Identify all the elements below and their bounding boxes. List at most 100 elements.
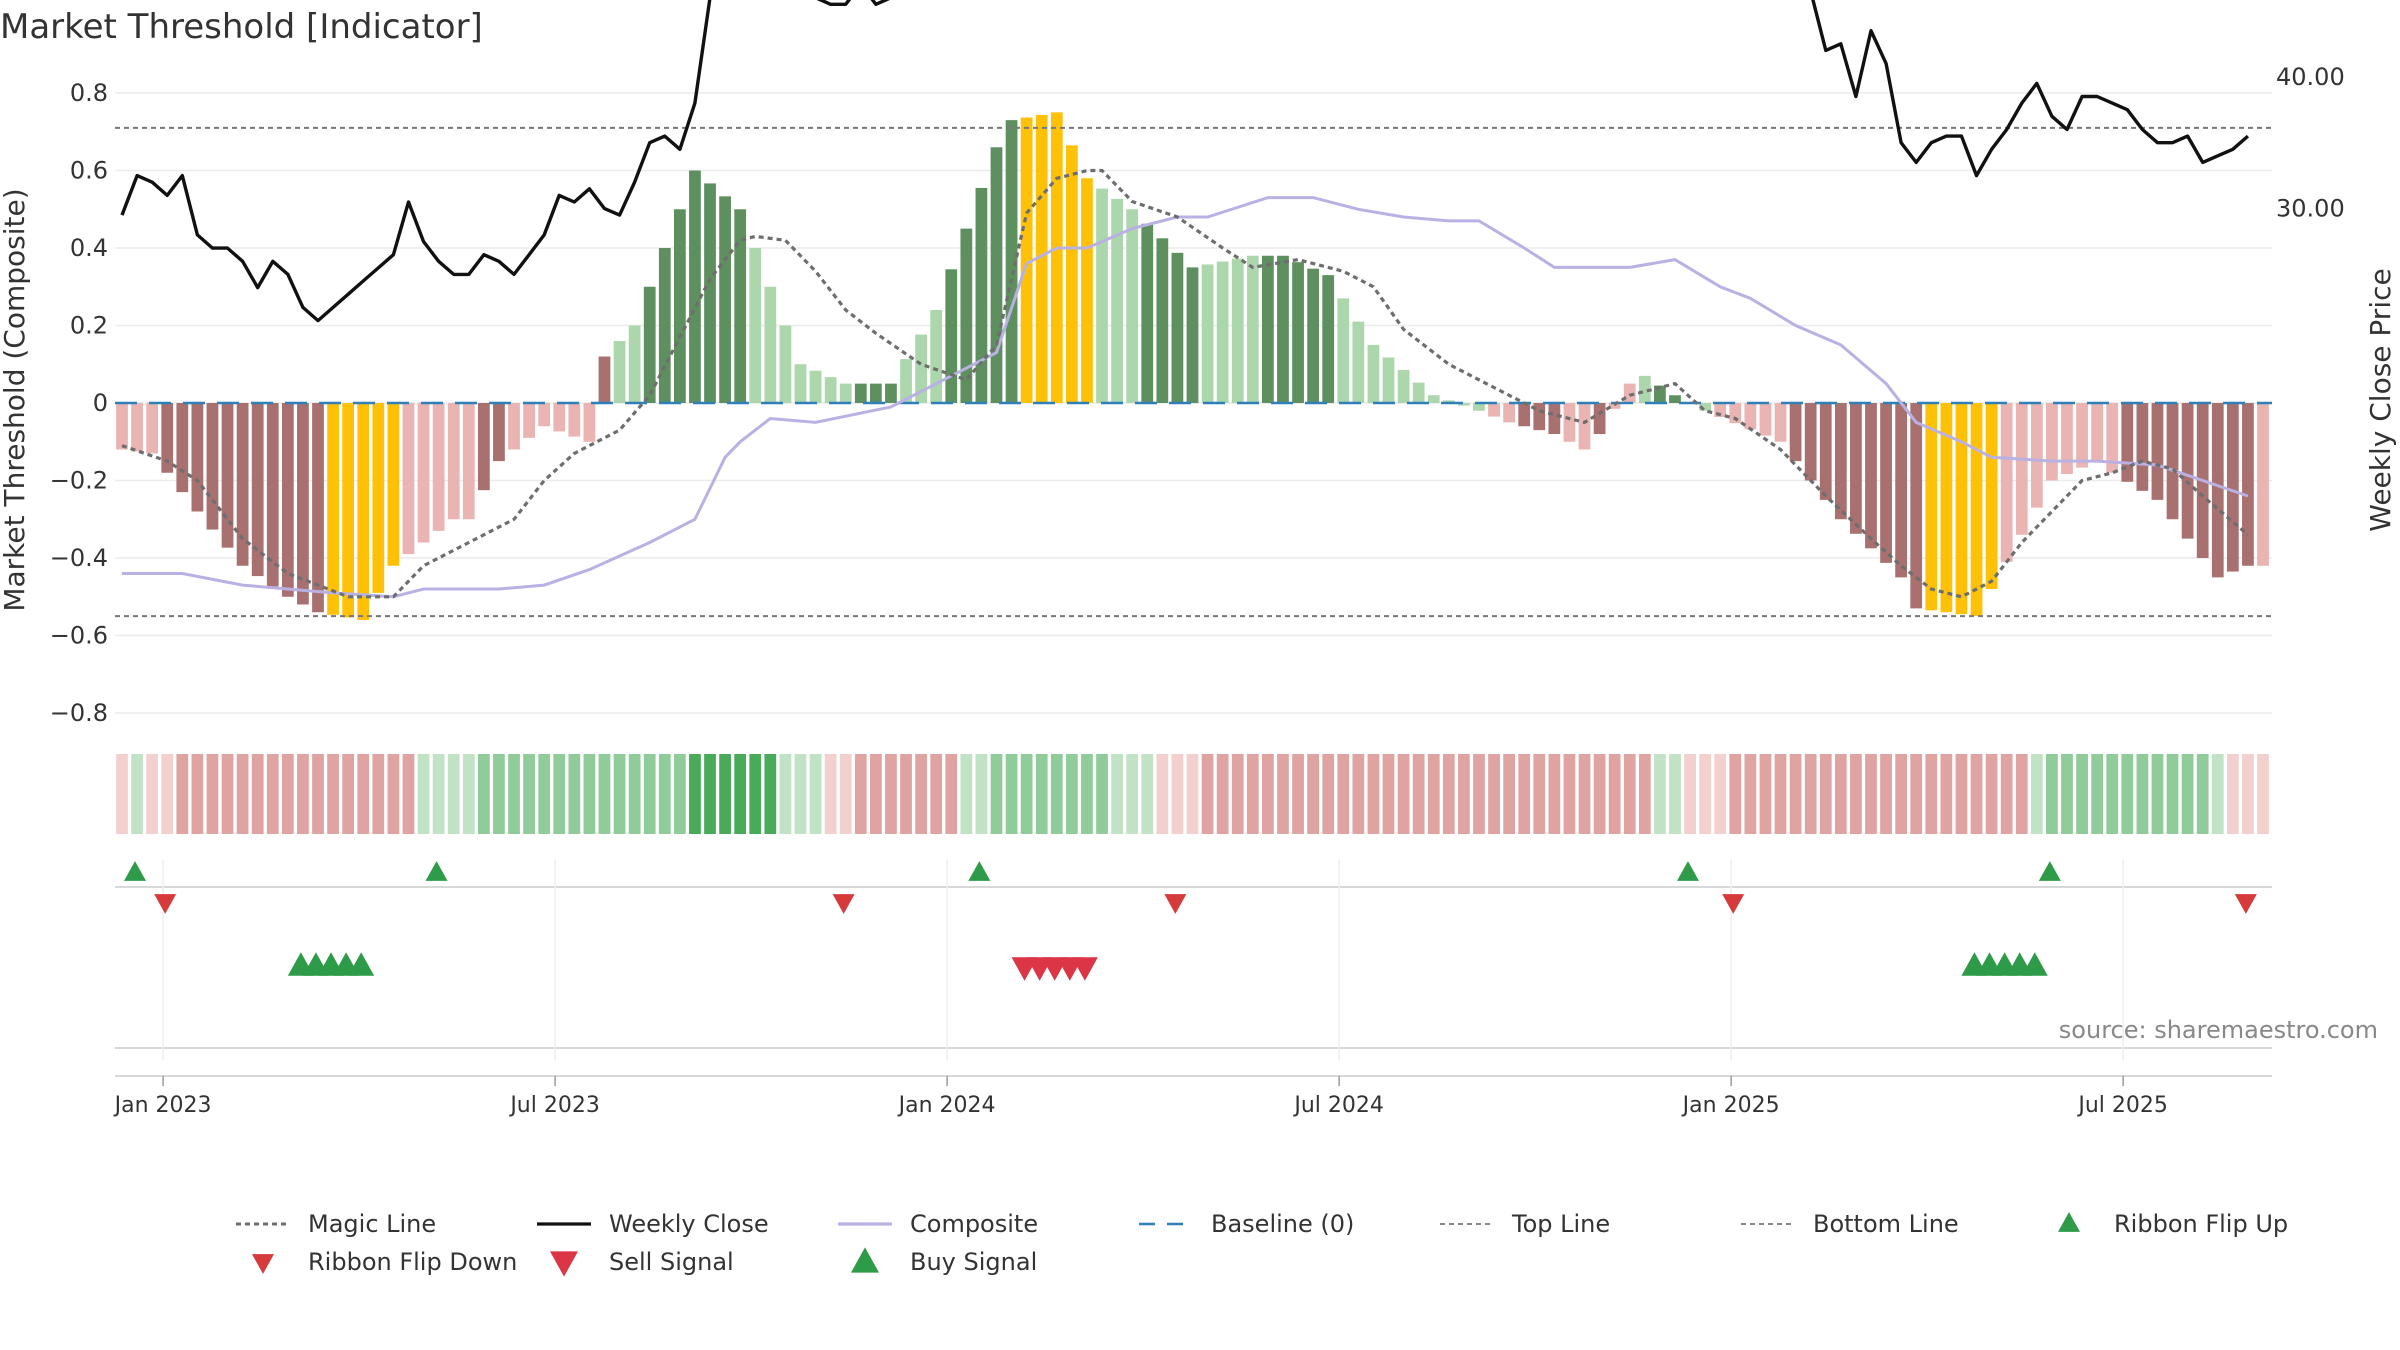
composite-bar: [553, 403, 566, 432]
composite-bar: [643, 286, 656, 403]
ribbon-cell: [251, 754, 264, 834]
ribbon-cell: [432, 754, 445, 834]
ribbon-cell: [2196, 754, 2209, 834]
right-tick-label: 40.00: [2276, 63, 2345, 91]
ribbon-cell: [236, 754, 249, 834]
legend-entry: Buy Signal: [851, 1247, 1037, 1276]
composite-bar: [2091, 403, 2104, 462]
composite-bar: [2166, 403, 2179, 520]
ribbon-cell: [1563, 754, 1576, 834]
composite-bar: [1020, 117, 1033, 404]
composite-bar: [432, 403, 445, 531]
ribbon-cell: [1518, 754, 1531, 834]
composite-bar: [839, 383, 852, 403]
composite-bar: [1141, 223, 1154, 403]
composite-bar: [1442, 400, 1455, 403]
ribbon-cell: [2030, 754, 2043, 834]
ribbon-cell: [990, 754, 1003, 834]
composite-bar: [1518, 403, 1531, 427]
ribbon-cell: [1759, 754, 1772, 834]
composite-bar: [749, 248, 762, 403]
ribbon-cell: [1427, 754, 1440, 834]
composite-line: [122, 196, 2249, 599]
composite-bar: [236, 403, 249, 566]
ribbon-cell: [2136, 754, 2149, 834]
legend-symbol: [252, 1254, 274, 1274]
ribbon-cell: [1819, 754, 1832, 834]
ribbon-cell: [1442, 754, 1455, 834]
composite-bar: [116, 403, 128, 450]
legend-entry: Sell Signal: [550, 1248, 734, 1277]
ribbon-cell: [1699, 754, 1712, 834]
composite-bar: [1925, 403, 1938, 611]
composite-bar: [689, 170, 701, 403]
ribbon-cell: [1638, 754, 1651, 834]
ribbon-cell: [2166, 754, 2179, 834]
composite-bar: [628, 325, 641, 403]
left-tick-label: 0.4: [70, 234, 108, 262]
legend-label: Baseline (0): [1211, 1210, 1354, 1238]
composite-bar: [387, 403, 400, 566]
x-tick-label: Jan 2025: [1681, 1093, 1780, 1118]
composite-bar: [2121, 403, 2134, 482]
composite-bar: [1246, 255, 1259, 403]
composite-bar: [1397, 370, 1410, 403]
composite-bar: [417, 403, 430, 543]
chart-title: Market Threshold [Indicator]: [0, 7, 483, 47]
ribbon-cell: [357, 754, 370, 834]
ribbon-cell: [583, 754, 596, 834]
ribbon-cell: [1593, 754, 1606, 834]
ribbon-cell: [493, 754, 505, 834]
composite-bar: [1050, 112, 1063, 403]
composite-bar: [1744, 403, 1757, 430]
composite-bar: [990, 147, 1003, 403]
ribbon-cell: [673, 754, 686, 834]
ribbon-flip-up-marker: [968, 861, 991, 881]
ribbon-flip-up-marker: [425, 861, 448, 881]
left-tick-label: −0.8: [50, 699, 108, 727]
ribbon-cell: [281, 754, 294, 834]
composite-bar: [1533, 403, 1546, 431]
ribbon-flip-markers: [124, 861, 2257, 914]
ribbon-cell: [1744, 754, 1757, 834]
ribbon-cell: [1880, 754, 1892, 834]
composite-bar: [764, 286, 777, 403]
composite-bar: [1729, 403, 1742, 424]
composite-bar: [1126, 209, 1139, 403]
left-tick-label: −0.4: [50, 544, 108, 572]
ribbon-cell: [1654, 754, 1666, 834]
ribbon-cell: [1382, 754, 1395, 834]
ribbon-cell: [643, 754, 656, 834]
x-tick-label: Jan 2024: [897, 1093, 996, 1118]
source-text: source: sharemaestro.com: [2059, 1016, 2378, 1044]
composite-bar: [1473, 403, 1485, 411]
composite-bar: [1201, 264, 1214, 403]
composite-bar: [1352, 321, 1365, 403]
ribbon-cell: [206, 754, 219, 834]
ribbon-cell: [312, 754, 324, 834]
composite-bar: [1593, 403, 1606, 434]
composite-bar: [1940, 403, 1953, 613]
legend-entry: Weekly Close: [537, 1210, 769, 1238]
composite-bar: [462, 403, 475, 520]
composite-bar: [538, 403, 551, 427]
ribbon-cell: [1895, 754, 1908, 834]
ribbon-cell: [869, 754, 882, 834]
ribbon-cell: [477, 754, 490, 834]
ribbon-cell: [327, 754, 339, 834]
composite-bar: [146, 403, 159, 454]
composite-bar: [613, 341, 626, 403]
composite-bar: [1774, 403, 1787, 442]
composite-bar: [1216, 261, 1229, 403]
composite-bar: [2061, 403, 2073, 475]
legend-symbol: [550, 1251, 578, 1277]
left-tick-label: −0.6: [50, 622, 108, 650]
signal-gridlines: [115, 860, 2272, 1077]
composite-bar: [1488, 403, 1500, 417]
composite-bar: [221, 403, 234, 548]
ribbon-cell: [1277, 754, 1289, 834]
ribbon-cell: [372, 754, 385, 834]
ribbon-cell: [1955, 754, 1968, 834]
composite-bar: [869, 383, 882, 403]
buy-signal-marker: [348, 952, 375, 976]
